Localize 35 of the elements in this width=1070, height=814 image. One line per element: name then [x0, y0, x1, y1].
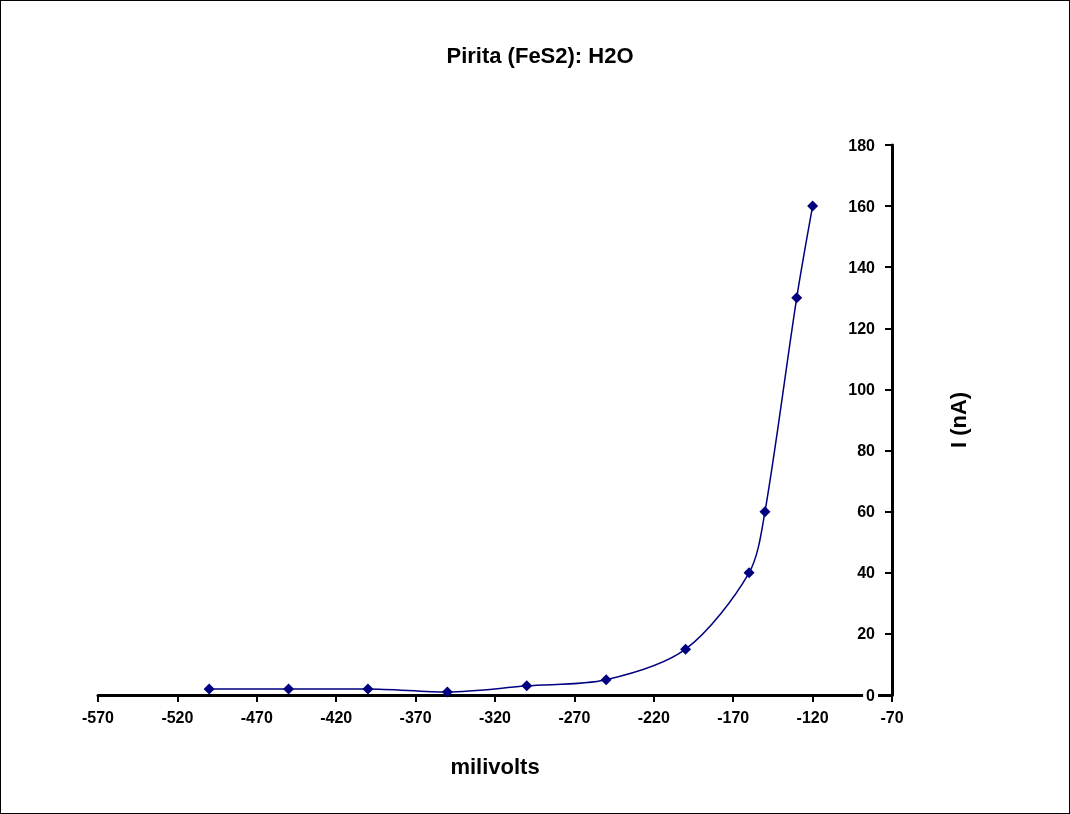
- y-axis-title: I (nA): [945, 391, 971, 449]
- x-tick-label: -520: [161, 708, 194, 726]
- point: [203, 683, 215, 695]
- x-tick-label: -170: [717, 708, 750, 726]
- x-tick-label: -570: [81, 708, 115, 726]
- x-tick-label: -270: [558, 708, 591, 726]
- point: [759, 506, 771, 518]
- point: [521, 680, 533, 692]
- y-tick-label: 140: [848, 258, 876, 276]
- point: [283, 683, 295, 695]
- x-axis-title: milivolts: [450, 753, 540, 779]
- x-tick-label: -420: [320, 708, 353, 726]
- x-tick-label: -220: [637, 708, 670, 726]
- y-tick-label: 120: [848, 319, 876, 337]
- point: [807, 200, 819, 212]
- point: [680, 643, 692, 655]
- point: [791, 292, 803, 304]
- point: [743, 567, 755, 579]
- x-tick-label: -370: [399, 708, 432, 726]
- y-tick-label: 180: [848, 136, 876, 154]
- y-tick-label: 0: [866, 686, 876, 704]
- point: [362, 683, 374, 695]
- y-tick-label: 100: [848, 380, 876, 398]
- x-tick-label: -470: [240, 708, 273, 726]
- y-tick-label: 60: [857, 503, 876, 521]
- y-tick-label: 20: [857, 625, 876, 643]
- point: [600, 674, 612, 686]
- x-tick-label: -120: [796, 708, 829, 726]
- y-tick-label: 40: [857, 564, 876, 582]
- x-tick-label: -70: [880, 708, 904, 726]
- y-tick-label: 80: [857, 442, 876, 460]
- y-tick-label: 160: [848, 197, 876, 215]
- point: [441, 686, 453, 698]
- x-tick-label: -320: [478, 708, 512, 726]
- chart-title: Pirita (FeS2): H2O: [446, 42, 634, 68]
